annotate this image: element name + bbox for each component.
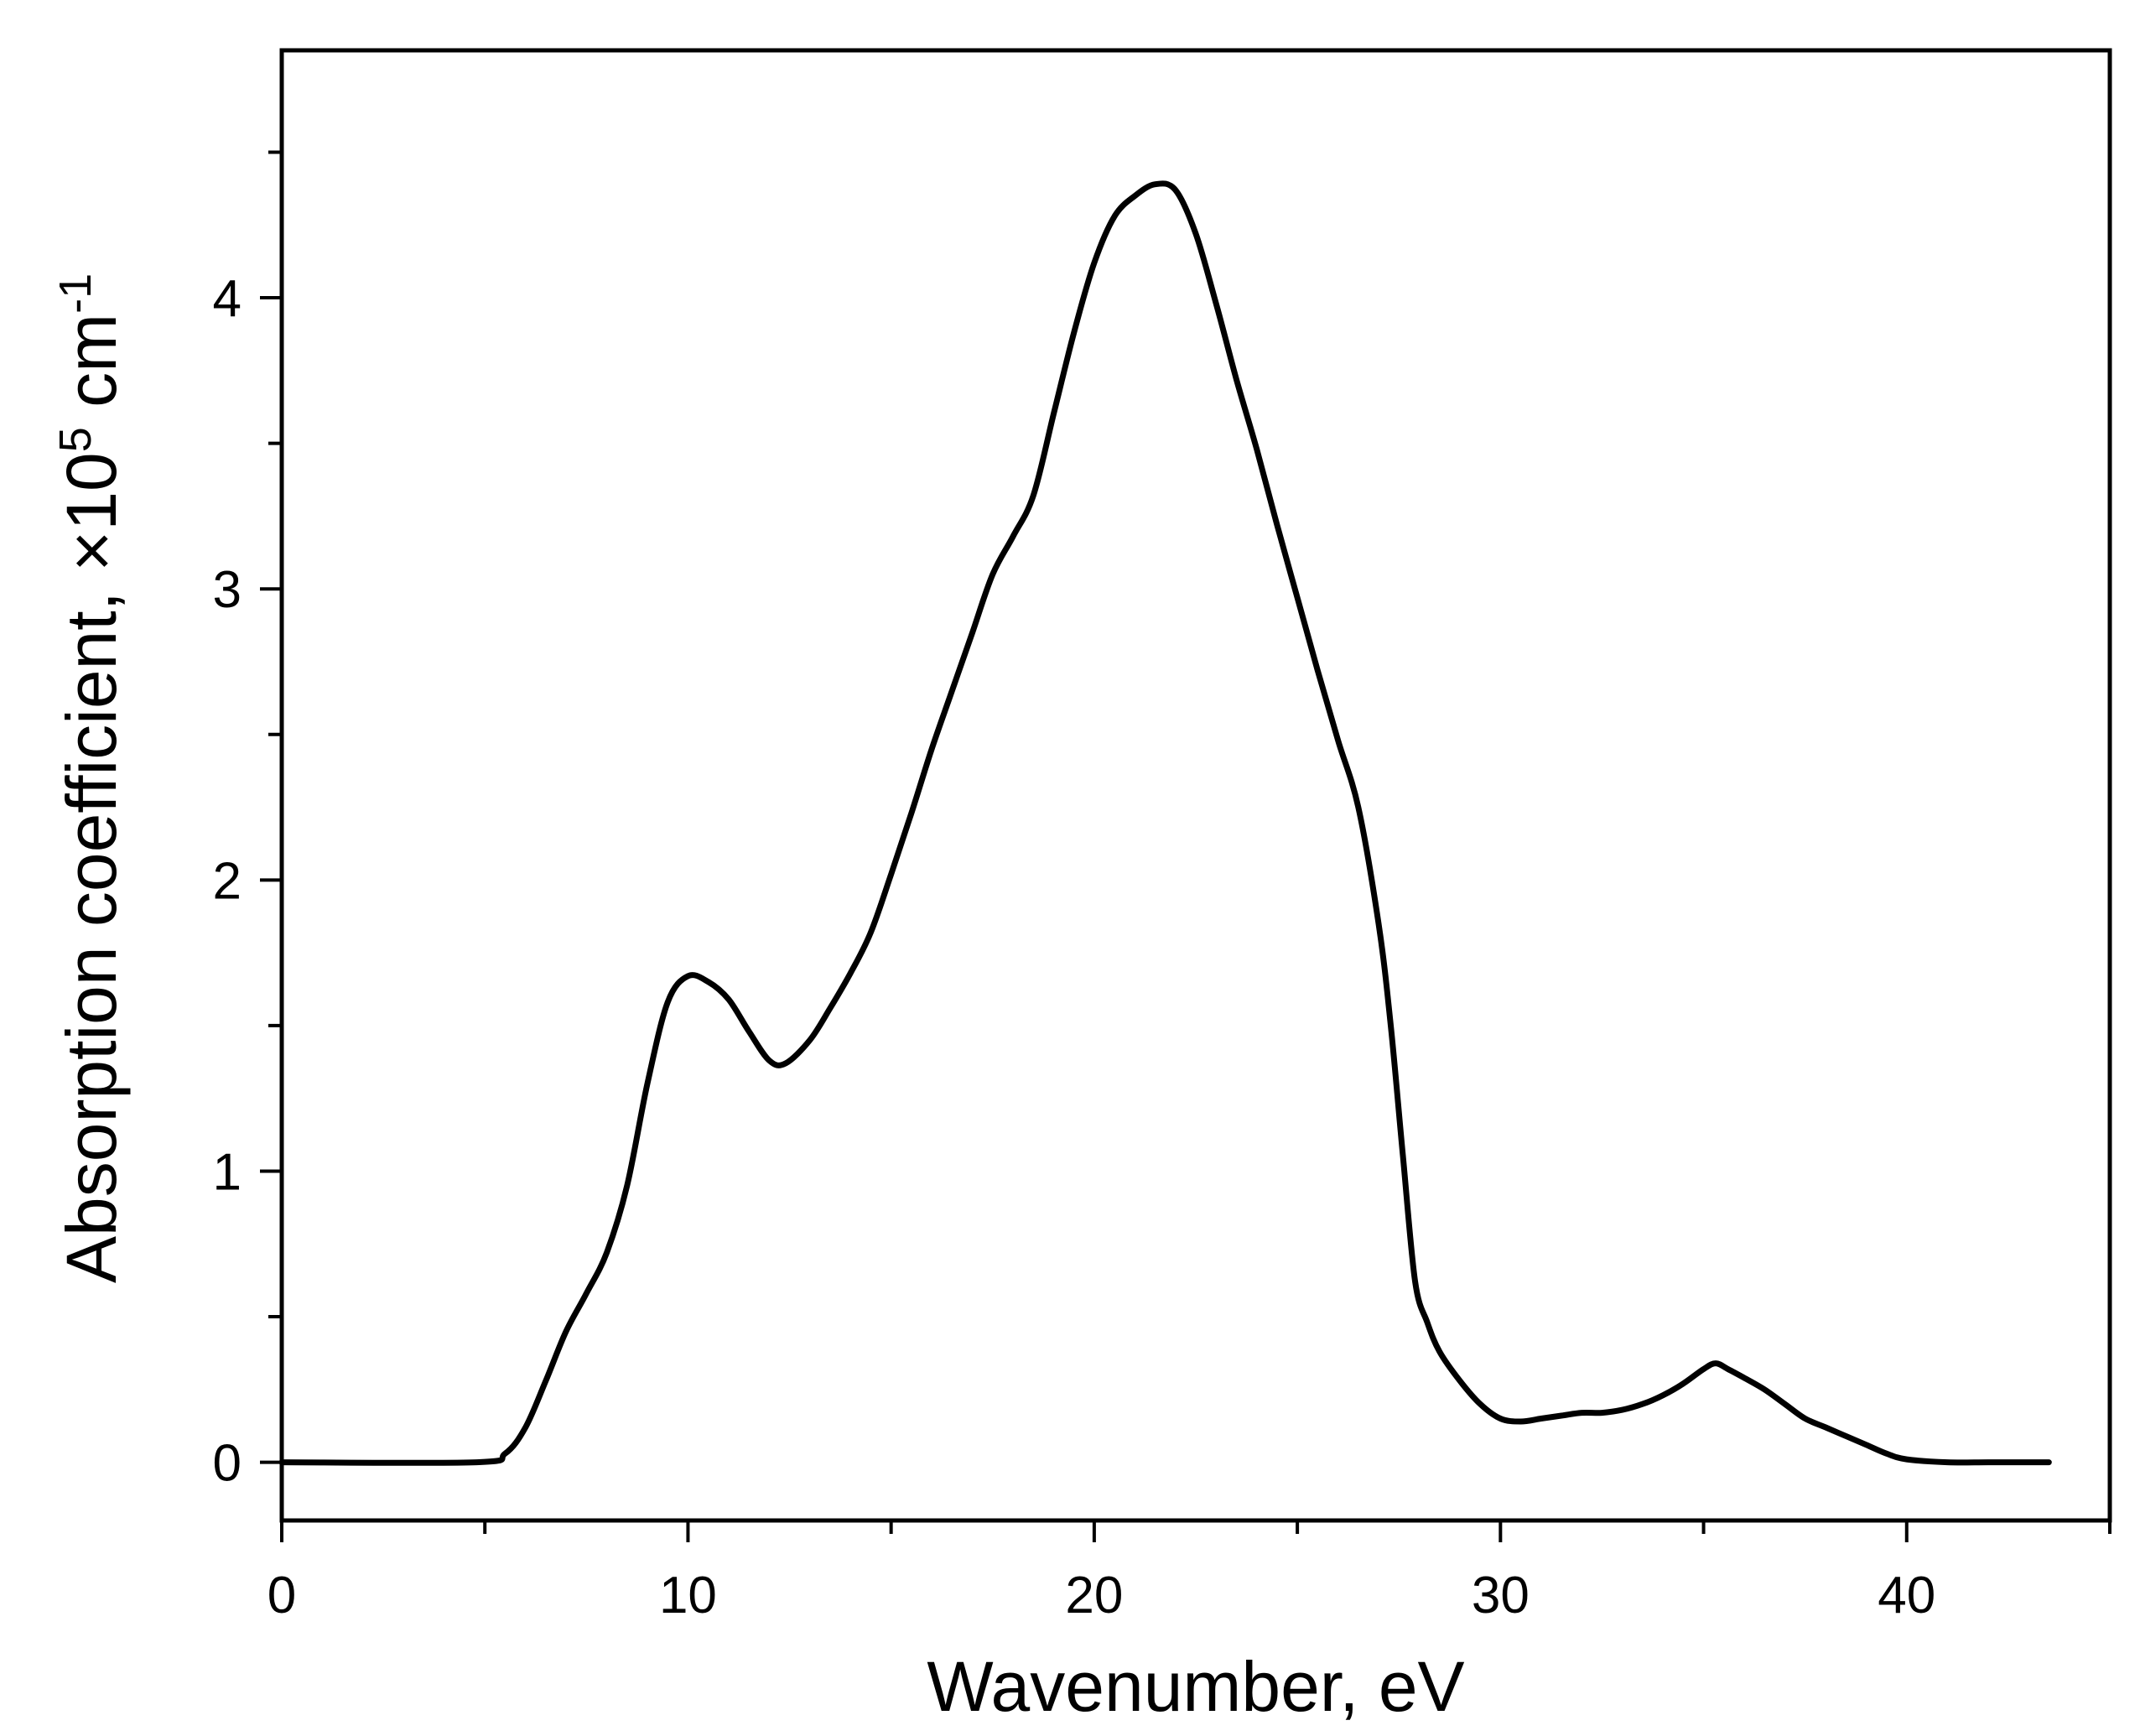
x-axis-title: Wavenumber, eV bbox=[927, 1647, 1464, 1726]
plot-frame bbox=[279, 48, 2112, 1523]
y-tick-label: 0 bbox=[213, 1435, 242, 1493]
series-line bbox=[278, 180, 2052, 1466]
y-axis-title-exponent: 5 bbox=[50, 427, 101, 452]
y-axis-title-unit: cm bbox=[52, 314, 131, 427]
x-axis-ticks bbox=[280, 1520, 2111, 1542]
plot-area bbox=[278, 48, 2112, 1523]
y-tick-label: 3 bbox=[213, 561, 242, 619]
x-tick-label: 30 bbox=[1472, 1567, 1530, 1624]
x-tick-label: 40 bbox=[1878, 1567, 1935, 1624]
x-tick-label: 0 bbox=[268, 1567, 296, 1624]
y-axis-tick-labels: 0 1 2 3 4 bbox=[213, 270, 242, 1493]
y-axis-title-prefix: Absorption coefficient, ×10 bbox=[52, 452, 131, 1283]
y-axis-ticks bbox=[260, 150, 282, 1464]
x-tick-label: 20 bbox=[1065, 1567, 1123, 1624]
x-axis-tick-labels: 0 10 20 30 40 bbox=[268, 1567, 1936, 1624]
y-tick-label: 4 bbox=[213, 270, 242, 328]
y-tick-label: 2 bbox=[213, 852, 242, 910]
x-tick-label: 10 bbox=[659, 1567, 717, 1624]
y-tick-label: 1 bbox=[213, 1143, 242, 1201]
y-axis-title: Absorption coefficient, ×105 cm-1 bbox=[50, 273, 131, 1283]
y-axis-title-unit-exponent: -1 bbox=[50, 273, 101, 314]
